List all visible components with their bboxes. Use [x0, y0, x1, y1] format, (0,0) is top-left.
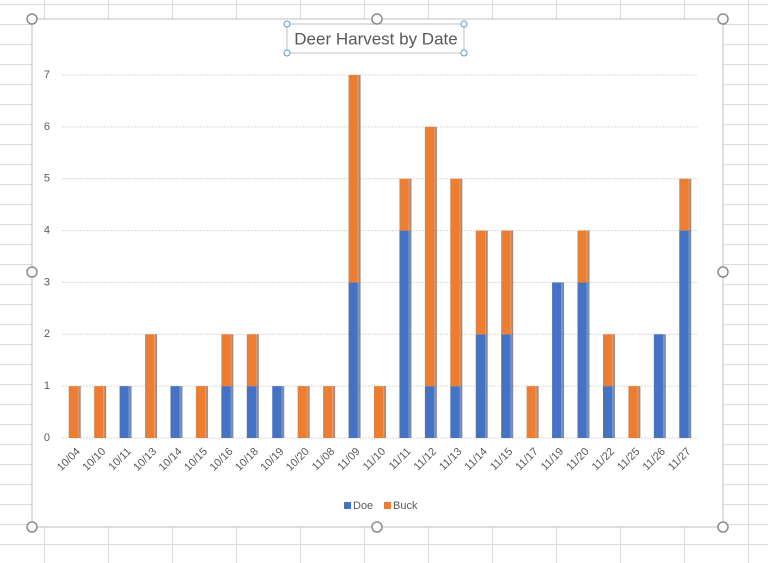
- bar-segment: [475, 230, 488, 335]
- bar-segment: [374, 386, 386, 438]
- y-tick-label: 5: [44, 173, 50, 185]
- bar-segment: [501, 334, 514, 438]
- legend-swatch: [344, 502, 351, 509]
- bar-segment: [526, 386, 539, 438]
- y-tick-label: 7: [44, 69, 50, 81]
- bar-segment: [246, 334, 259, 387]
- bar-segment: [94, 386, 107, 438]
- selection-handles[interactable]: [26, 13, 729, 533]
- bar-segment: [221, 386, 234, 438]
- bar-segment: [475, 334, 488, 438]
- legend-label: Doe: [353, 500, 373, 512]
- bar-segment: [246, 386, 259, 438]
- legend-label: Buck: [393, 500, 418, 512]
- bar-segment: [679, 178, 692, 231]
- bar-segment: [602, 334, 615, 387]
- bar-segment: [297, 386, 310, 438]
- chart-title: Deer Harvest by Date: [294, 29, 457, 48]
- y-tick-label: 4: [44, 224, 50, 236]
- bar-segment: [195, 386, 208, 438]
- legend-swatch: [384, 502, 391, 509]
- bar-segment: [450, 178, 463, 387]
- bar-segment: [577, 230, 590, 283]
- bar-segment: [221, 334, 234, 387]
- bar-segment: [348, 75, 361, 283]
- bar-segment: [552, 282, 565, 438]
- bar-segment: [602, 386, 615, 438]
- bar-segment: [399, 178, 412, 231]
- bar-segment: [424, 126, 437, 387]
- bar-segment: [145, 334, 158, 438]
- bar-segment: [323, 386, 336, 438]
- bar-segment: [424, 386, 437, 438]
- title-box[interactable]: [286, 23, 465, 54]
- bar-segment: [450, 386, 463, 438]
- bar-segment: [653, 334, 666, 438]
- title-handles[interactable]: [283, 20, 468, 57]
- y-tick-label: 2: [44, 328, 50, 340]
- bar-segment: [68, 386, 81, 438]
- bar-segment: [399, 230, 412, 438]
- y-tick-label: 6: [44, 121, 50, 133]
- y-tick-label: 1: [44, 380, 50, 392]
- bar-segment: [679, 230, 692, 438]
- bar-segment: [272, 386, 285, 438]
- bar-segment: [119, 386, 132, 438]
- bar-segment: [501, 230, 514, 335]
- y-tick-label: 3: [44, 276, 50, 288]
- bar-segment: [628, 386, 641, 438]
- bar-segment: [348, 282, 361, 438]
- bar-segment: [170, 386, 183, 438]
- y-tick-label: 0: [44, 432, 50, 444]
- chart-area[interactable]: [31, 18, 724, 528]
- bar-segment: [577, 282, 590, 438]
